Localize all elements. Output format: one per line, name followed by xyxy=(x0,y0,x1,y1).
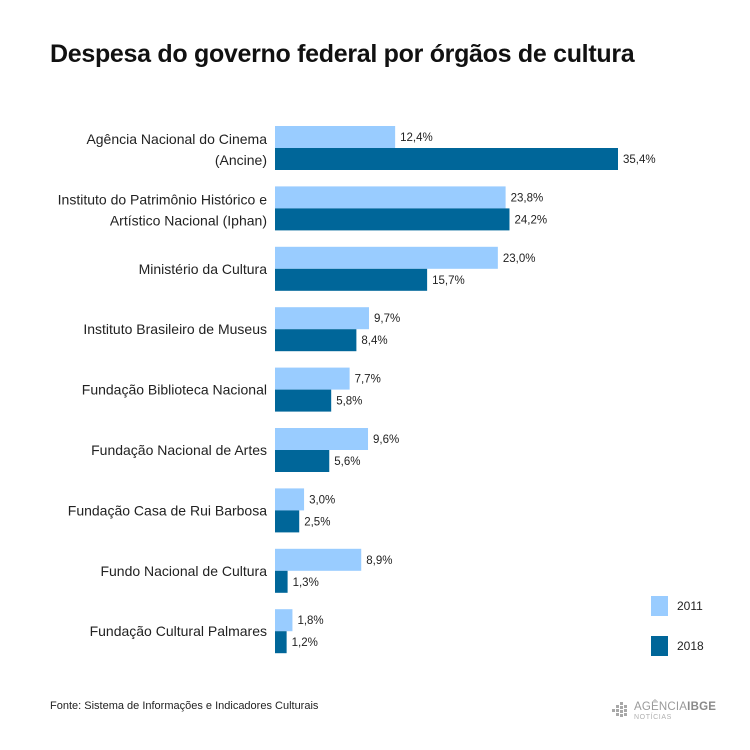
category-label-line: Fundo Nacional de Cultura xyxy=(100,563,267,579)
bar-2018 xyxy=(275,389,332,412)
category-label: Instituto Brasileiro de Museus xyxy=(83,321,267,337)
legend-item-2011: 2011 xyxy=(651,596,731,616)
data-label-2018: 8,4% xyxy=(361,335,387,347)
category-label-line: Instituto Brasileiro de Museus xyxy=(83,321,267,337)
bar-2018 xyxy=(275,510,300,533)
data-label-2018: 1,2% xyxy=(292,637,318,649)
data-label-2018: 2,5% xyxy=(304,516,330,528)
category-label: Fundação Casa de Rui Barbosa xyxy=(68,502,267,518)
legend-swatch-2011 xyxy=(651,596,668,616)
bar-2011 xyxy=(275,609,293,632)
legend-item-2018: 2018 xyxy=(651,636,731,656)
category-label-line: Instituto do Patrimônio Histórico e xyxy=(58,191,268,207)
data-label-2011: 8,9% xyxy=(366,555,392,567)
legend-swatch-2018 xyxy=(651,636,668,656)
bar-2018 xyxy=(275,570,288,593)
logo-brand-bold: IBGE xyxy=(687,701,717,713)
data-label-2018: 24,2% xyxy=(514,214,547,226)
bar-2018 xyxy=(275,631,287,654)
logo-brand: AGÊNCIA xyxy=(634,701,688,713)
bar-2011 xyxy=(275,246,498,269)
category-label-line: Fundação Biblioteca Nacional xyxy=(82,382,267,398)
bar-2011 xyxy=(275,126,396,148)
data-label-2011: 9,7% xyxy=(374,313,400,325)
category-label: Instituto do Patrimônio Histórico e Artís… xyxy=(58,191,268,228)
data-label-2011: 1,8% xyxy=(297,615,323,627)
data-label-2011: 3,0% xyxy=(309,494,335,506)
ibge-logo-icon xyxy=(612,702,627,717)
bar-2018 xyxy=(275,450,330,472)
bar-2011 xyxy=(275,488,305,511)
category-label: Fundo Nacional de Cultura xyxy=(100,563,267,579)
data-label-2018: 5,8% xyxy=(336,396,362,408)
bar-chart: Agência Nacional do Cinema (Ancine) 12,4% 3… xyxy=(58,126,656,654)
bar-2018 xyxy=(275,208,510,231)
category-label: Agência Nacional do Cinema (Ancine) xyxy=(86,131,267,168)
data-label-2018: 1,3% xyxy=(293,577,319,589)
agencia-ibge-logo: AGÊNCIAIBGE NOTÍCIAS xyxy=(612,699,716,725)
bar-2011 xyxy=(275,428,369,450)
category-label-line: Artístico Nacional (Iphan) xyxy=(110,212,267,228)
chart-title: Despesa do governo federal por órgãos de… xyxy=(50,40,635,68)
bar-2018 xyxy=(275,268,428,291)
category-label-line: Fundação Nacional de Artes xyxy=(91,442,267,458)
data-label-2011: 12,4% xyxy=(400,132,433,144)
bar-2011 xyxy=(275,367,350,390)
source-note: Fonte: Sistema de Informações e Indicado… xyxy=(50,700,319,712)
data-label-2011: 23,0% xyxy=(503,253,536,265)
category-label-line: (Ancine) xyxy=(215,152,267,168)
data-label-2018: 35,4% xyxy=(623,154,656,166)
bar-2011 xyxy=(275,186,506,209)
bar-2018 xyxy=(275,148,618,170)
bar-2011 xyxy=(275,307,369,330)
category-label: Fundação Nacional de Artes xyxy=(91,442,267,458)
data-label-2011: 7,7% xyxy=(355,374,381,386)
category-label-line: Fundação Cultural Palmares xyxy=(90,623,267,639)
logo-subtitle: NOTÍCIAS xyxy=(634,714,672,721)
category-label: Fundação Cultural Palmares xyxy=(90,623,267,639)
data-label-2011: 9,6% xyxy=(373,434,399,446)
bar-2018 xyxy=(275,329,357,352)
legend-label-2011: 2011 xyxy=(677,599,703,613)
category-label: Fundação Biblioteca Nacional xyxy=(82,382,267,398)
category-label-line: Agência Nacional do Cinema xyxy=(86,131,267,147)
data-label-2018: 5,6% xyxy=(334,456,360,468)
category-label-line: Fundação Casa de Rui Barbosa xyxy=(68,502,267,518)
category-label: Ministério da Cultura xyxy=(139,261,268,277)
category-label-line: Ministério da Cultura xyxy=(139,261,268,277)
data-label-2018: 15,7% xyxy=(432,275,465,287)
legend-label-2018: 2018 xyxy=(677,639,704,653)
bar-2011 xyxy=(275,548,362,571)
data-label-2011: 23,8% xyxy=(511,192,544,204)
logo-wordmark: AGÊNCIAIBGE xyxy=(634,701,716,713)
